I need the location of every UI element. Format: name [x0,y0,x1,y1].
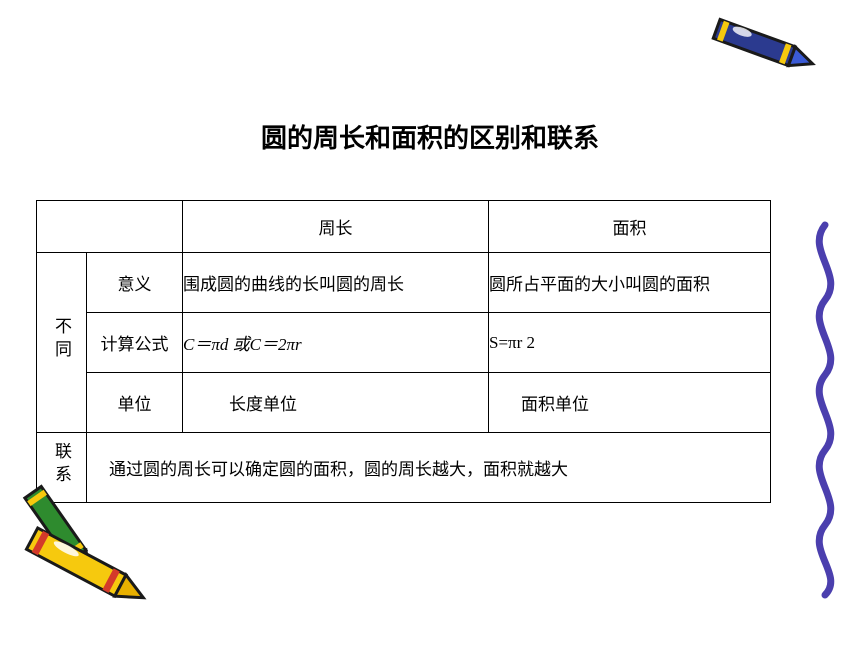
page-title: 圆的周长和面积的区别和联系 [0,118,860,155]
crayon-cluster-icon [6,465,166,615]
group-diff: 不同 [37,253,87,433]
row-label-formula: 计算公式 [87,313,183,373]
crayon-blue-icon [704,10,824,80]
cell-relation: 通过圆的周长可以确定圆的面积，圆的周长越大，面积就越大 [87,433,771,503]
cell-meaning-area: 圆所占平面的大小叫圆的面积 [489,253,771,313]
col-header-area: 面积 [489,201,771,253]
cell-unit-perimeter: 长度单位 [183,373,489,433]
cell-meaning-perimeter: 围成圆的曲线的长叫圆的周长 [183,253,489,313]
cell-formula-perimeter: C＝πd 或C＝2πr [183,313,489,373]
cell-unit-area: 面积单位 [489,373,771,433]
row-label-unit: 单位 [87,373,183,433]
cell-formula-area: S=πr 2 [489,313,771,373]
comparison-table: 周长 面积 不同 意义 围成圆的曲线的长叫圆的周长 圆所占平面的大小叫圆的面积 … [36,200,771,503]
squiggle-icon [800,220,850,600]
row-label-meaning: 意义 [87,253,183,313]
col-header-perimeter: 周长 [183,201,489,253]
